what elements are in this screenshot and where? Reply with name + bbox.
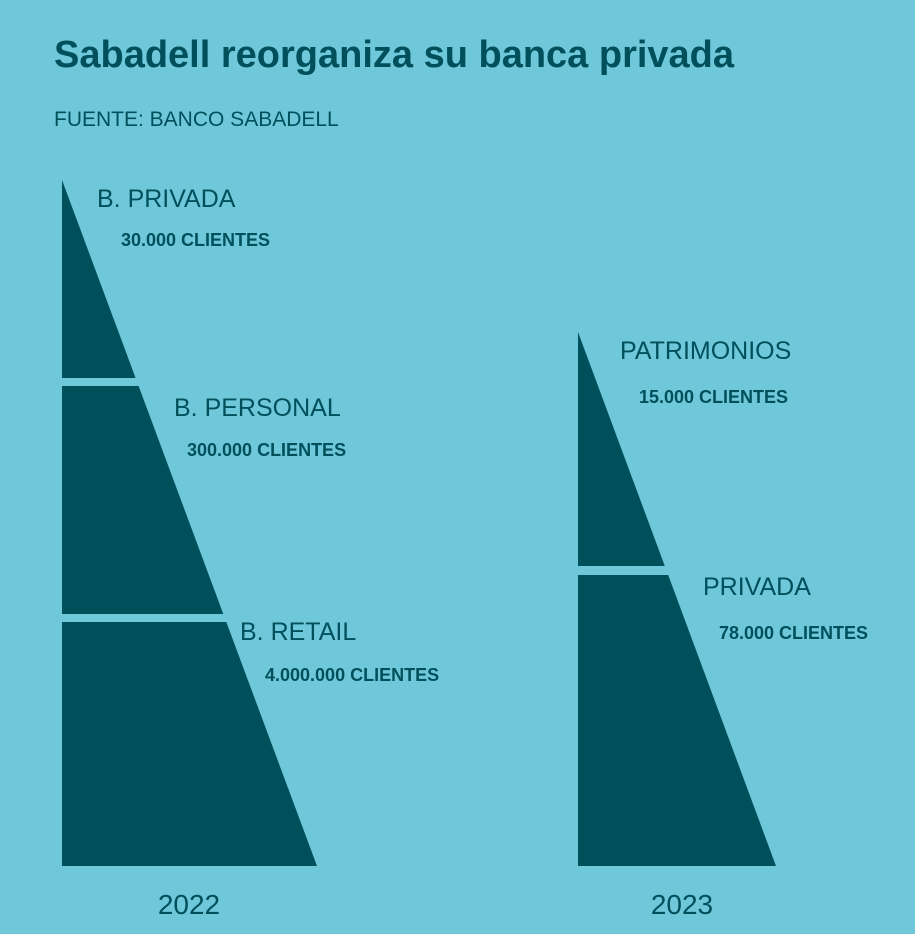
- year-label: 2023: [651, 889, 713, 920]
- segment-shape: [62, 386, 224, 614]
- segment-label: B. PERSONAL: [174, 394, 341, 422]
- segment-clients: 15.000 CLIENTES: [639, 387, 788, 407]
- segment-shape: [578, 575, 776, 866]
- segment-shape: [578, 332, 665, 566]
- title: Sabadell reorganiza su banca privada: [54, 34, 735, 76]
- segment-label: B. RETAIL: [240, 618, 356, 646]
- year-label: 2022: [158, 889, 220, 920]
- segment-clients: 300.000 CLIENTES: [187, 440, 346, 460]
- segment-shape: [62, 180, 136, 378]
- segment-clients: 78.000 CLIENTES: [719, 623, 868, 643]
- source: FUENTE: BANCO SABADELL: [54, 108, 339, 131]
- segment-label: B. PRIVADA: [97, 185, 236, 213]
- segment-label: PATRIMONIOS: [620, 337, 791, 365]
- segment-shape: [62, 622, 317, 866]
- segment-clients: 30.000 CLIENTES: [121, 230, 270, 250]
- segment-clients: 4.000.000 CLIENTES: [265, 665, 439, 685]
- segment-label: PRIVADA: [703, 573, 811, 601]
